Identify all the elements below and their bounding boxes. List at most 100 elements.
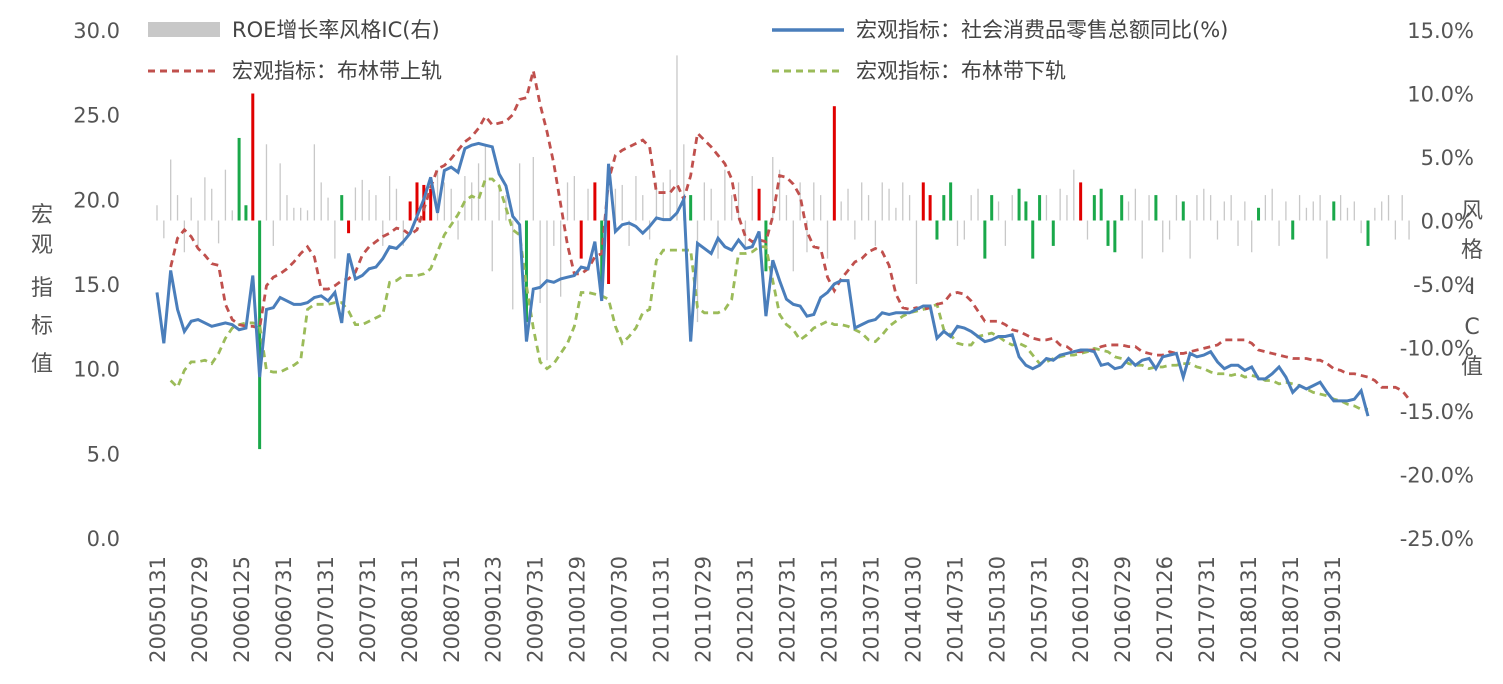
ic-bar — [1134, 188, 1137, 221]
macro-lines — [155, 70, 1411, 417]
y-right-tick-label: -15.0% — [1400, 400, 1474, 424]
ic-bar — [464, 176, 466, 221]
ic-bar — [1312, 201, 1314, 221]
ic-bar — [217, 220, 220, 244]
ic-bar — [813, 182, 815, 221]
ic-bar — [628, 220, 630, 246]
ic-bar — [1162, 220, 1164, 253]
legend-item-lower[interactable]: 宏观指标：布林带下轨 — [772, 59, 1066, 83]
ic-bar — [1106, 220, 1110, 246]
ic-bar — [949, 182, 953, 221]
ic-bar — [443, 182, 446, 221]
ic-bar — [751, 176, 753, 221]
ic-bar — [1360, 220, 1362, 234]
ic-bar — [642, 195, 644, 221]
ic-bar — [450, 188, 452, 221]
ic-bar — [593, 182, 597, 221]
ic-bar — [635, 176, 637, 221]
ic-bar — [340, 195, 344, 221]
ic-bar — [429, 188, 433, 221]
ic-bar — [415, 182, 419, 221]
ic-bar — [928, 195, 932, 221]
ic-bar — [1244, 201, 1246, 221]
ic-bar — [902, 182, 904, 221]
ic-bar — [1203, 188, 1205, 221]
ic-bar — [1073, 169, 1075, 221]
y-right-tick-label: -10.0% — [1400, 337, 1474, 361]
ic-bar — [1237, 220, 1239, 246]
ic-bar — [306, 210, 309, 221]
ic-bar — [320, 182, 322, 221]
y-right-title-char-5: 值 — [1461, 355, 1483, 380]
ic-bar — [1066, 195, 1068, 221]
ic-bar — [792, 220, 794, 272]
x-tick-label: 20120131 — [734, 556, 758, 663]
ic-bar — [354, 187, 357, 221]
ic-bar — [402, 220, 404, 246]
ic-bar — [997, 201, 1000, 221]
ic-bar — [477, 163, 480, 221]
ic-bar — [1031, 220, 1035, 259]
x-tick-label: 20070731 — [356, 556, 380, 663]
ic-bar — [662, 182, 664, 221]
x-tick-label: 20140731 — [943, 556, 967, 663]
ic-bar — [1251, 220, 1253, 253]
ic-bar — [1305, 207, 1308, 221]
ic-bar — [512, 220, 514, 310]
ic-bar — [1024, 201, 1028, 221]
ic-bar — [190, 197, 192, 221]
x-tick-label: 20150731 — [1027, 556, 1051, 663]
ic-bar — [778, 169, 781, 221]
ic-bar — [832, 106, 836, 221]
y-right-tick-label: -20.0% — [1400, 464, 1474, 488]
x-tick-label: 20180131 — [1237, 556, 1261, 663]
ic-bar — [710, 188, 712, 221]
ic-bar — [1264, 195, 1267, 221]
legend-label-macro: 宏观指标：社会消费品零售总额同比(%) — [856, 18, 1228, 42]
x-tick-label: 20150130 — [985, 556, 1009, 663]
ic-bar — [258, 220, 262, 450]
ic-bar — [272, 220, 274, 246]
ic-bar — [621, 184, 623, 221]
ic-bar — [689, 195, 693, 221]
ic-bar — [1257, 207, 1261, 221]
y-left-title-char-1: 宏 — [31, 203, 53, 228]
ic-bar — [334, 220, 336, 259]
y-right-tick-label: 10.0% — [1407, 83, 1474, 107]
x-tick-label: 20160729 — [1111, 556, 1135, 663]
ic-bar — [977, 188, 979, 221]
ic-bar — [1045, 195, 1048, 221]
legend-item-macro[interactable]: 宏观指标：社会消费品零售总额同比(%) — [772, 18, 1228, 42]
ic-bar — [1004, 220, 1007, 246]
ic-bar — [204, 177, 206, 221]
y-right-tick-label: 15.0% — [1407, 19, 1474, 43]
y-left-tick-label: 25.0 — [73, 104, 120, 128]
ic-bar — [279, 163, 281, 221]
ic-bar — [956, 220, 959, 246]
ic-bars — [156, 55, 1410, 450]
ic-bar — [224, 169, 227, 221]
ic-bar — [676, 55, 678, 221]
ic-bar — [840, 201, 842, 221]
y-left-title-char-4: 标 — [31, 314, 53, 339]
ic-bar — [1216, 220, 1219, 240]
y-left-tick-label: 15.0 — [73, 273, 120, 297]
ic-bar — [471, 182, 473, 221]
y-left-tick-label: 30.0 — [73, 19, 120, 43]
x-tick-label: 20120731 — [776, 556, 800, 663]
legend-item-upper[interactable]: 宏观指标：布林带上轨 — [148, 59, 442, 83]
ic-bar — [648, 220, 651, 240]
ic-bar — [881, 182, 883, 221]
ic-bar — [251, 93, 255, 221]
ic-bar — [395, 188, 398, 221]
ic-bar — [731, 195, 733, 221]
ic-bar — [1154, 195, 1158, 221]
y-right-title-char-2: 格 — [1461, 238, 1483, 263]
ic-bar — [566, 182, 569, 221]
ic-bar — [1209, 195, 1212, 221]
legend: ROE增长率风格IC(右) 宏观指标：社会消费品零售总额同比(%) 宏观指标：布… — [148, 18, 1228, 83]
ic-bar — [683, 144, 685, 221]
legend-item-bars[interactable]: ROE增长率风格IC(右) — [148, 18, 440, 42]
ic-bar — [1148, 195, 1150, 221]
ic-bar — [1175, 195, 1178, 221]
